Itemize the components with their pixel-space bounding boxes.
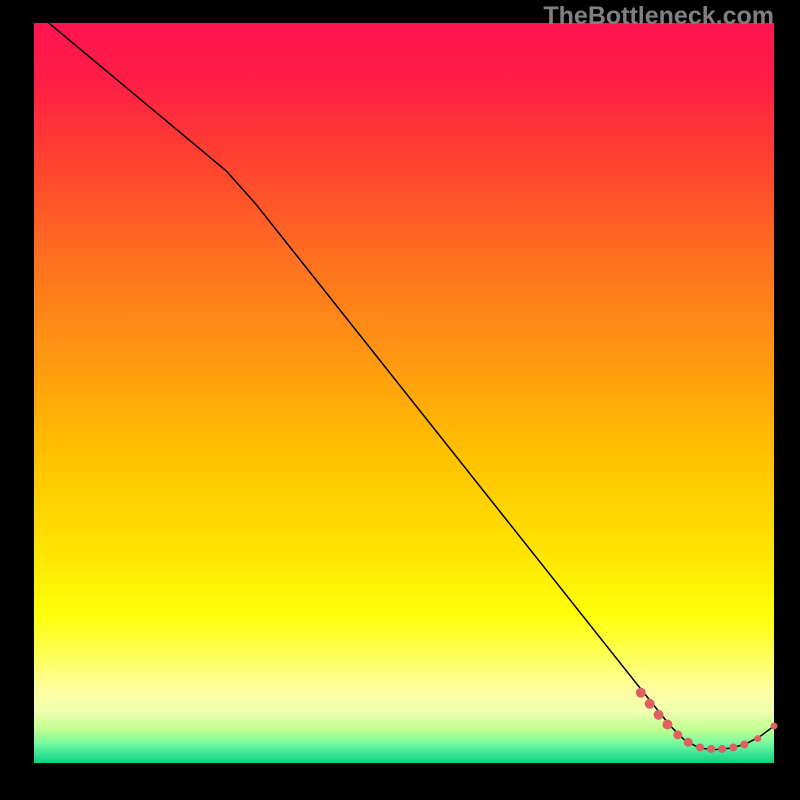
- marker-point: [662, 720, 672, 730]
- marker-point: [684, 738, 693, 747]
- marker-point: [740, 741, 748, 749]
- chart-container: TheBottleneck.com: [0, 0, 800, 800]
- marker-point: [771, 723, 778, 730]
- marker-point: [696, 743, 704, 751]
- marker-point: [754, 735, 761, 742]
- bottleneck-chart: [0, 0, 800, 800]
- marker-point: [707, 745, 715, 753]
- marker-point: [645, 699, 655, 709]
- chart-plot-area: [34, 23, 774, 763]
- watermark-text: TheBottleneck.com: [543, 2, 774, 31]
- marker-point: [673, 730, 682, 739]
- marker-point: [718, 745, 726, 753]
- marker-point: [729, 743, 737, 751]
- marker-point: [654, 710, 664, 720]
- marker-point: [636, 688, 646, 698]
